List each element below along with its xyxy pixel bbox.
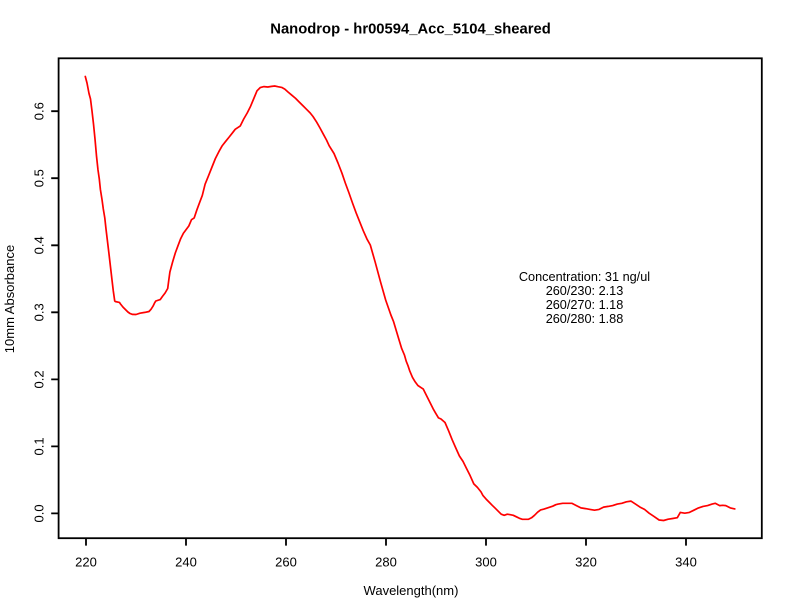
svg-text:10mm Absorbance: 10mm Absorbance	[2, 245, 17, 353]
svg-text:280: 280	[375, 554, 397, 569]
svg-text:Wavelength(nm): Wavelength(nm)	[364, 583, 459, 598]
svg-text:Nanodrop - hr00594_Acc_5104_sh: Nanodrop - hr00594_Acc_5104_sheared	[270, 21, 550, 37]
svg-text:0.2: 0.2	[31, 370, 46, 388]
svg-text:260/280: 1.88: 260/280: 1.88	[546, 312, 624, 326]
svg-text:260/270: 1.18: 260/270: 1.18	[546, 298, 624, 312]
svg-text:Concentration: 31 ng/ul: Concentration: 31 ng/ul	[519, 270, 650, 284]
svg-text:0.5: 0.5	[31, 169, 46, 187]
svg-text:220: 220	[75, 554, 97, 569]
svg-text:0.4: 0.4	[31, 236, 46, 254]
svg-text:0.1: 0.1	[31, 437, 46, 455]
svg-text:0.3: 0.3	[31, 303, 46, 321]
svg-text:240: 240	[175, 554, 197, 569]
svg-text:320: 320	[575, 554, 597, 569]
svg-text:0.6: 0.6	[31, 102, 46, 120]
svg-text:300: 300	[475, 554, 497, 569]
svg-text:260/230: 2.13: 260/230: 2.13	[546, 284, 624, 298]
svg-text:260: 260	[275, 554, 297, 569]
svg-text:0.0: 0.0	[31, 504, 46, 522]
svg-text:340: 340	[675, 554, 697, 569]
